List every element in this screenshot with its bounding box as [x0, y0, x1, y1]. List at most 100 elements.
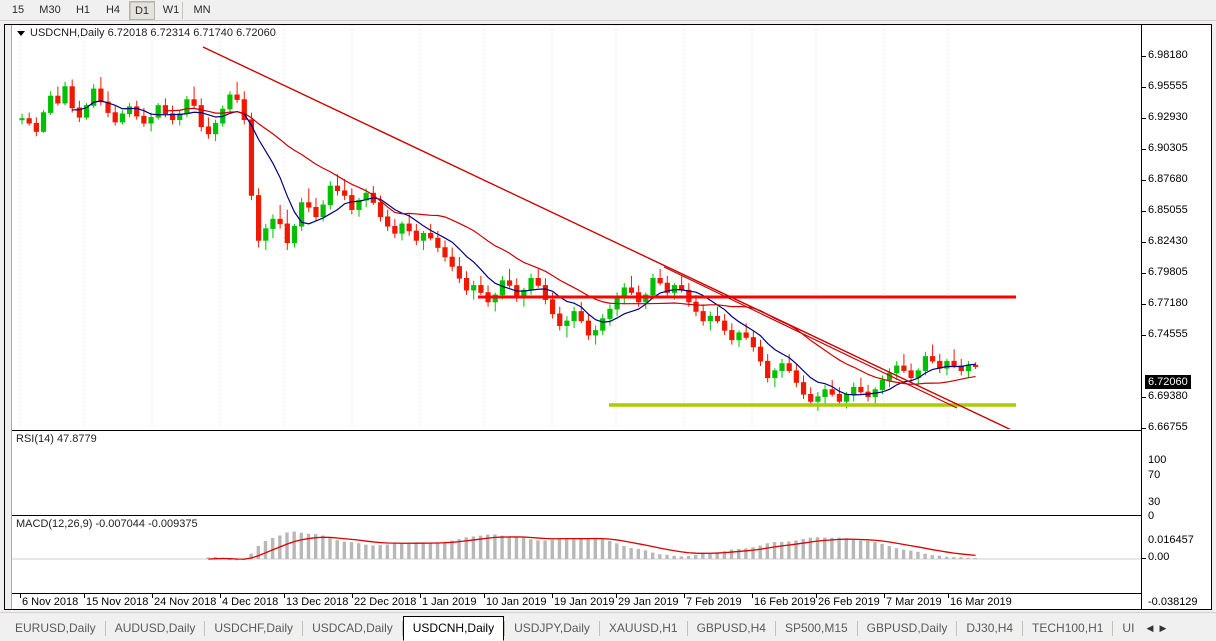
macd-histogram-bar — [213, 557, 217, 559]
macd-histogram-bar — [263, 541, 268, 559]
macd-histogram-bar — [851, 539, 856, 559]
macd-histogram-bar — [414, 542, 418, 559]
price-pane[interactable]: USDCNH,Daily 6.72018 6.72314 6.71740 6.7… — [12, 25, 1143, 429]
symbol-tab-usdcad-daily[interactable]: USDCAD,Daily — [312, 621, 393, 635]
candle-body — [435, 237, 441, 248]
symbol-tab-eurusd-daily[interactable]: EURUSD,Daily — [15, 621, 96, 635]
price-chart-svg — [19, 25, 1060, 429]
macd-histogram-bar — [349, 542, 354, 559]
tab-scroll-right-icon[interactable]: ▶ — [1159, 623, 1167, 633]
symbol-tab-ui[interactable]: UI — [1122, 621, 1135, 635]
symbol-tab-usdchf-daily[interactable]: USDCHF,Daily — [214, 621, 294, 635]
candle-body — [40, 112, 47, 132]
candle-body — [184, 99, 190, 115]
symbol-tab-dj30-h4[interactable]: DJ30,H4 — [966, 621, 1014, 635]
timeframe-button-mn[interactable]: MN — [193, 4, 211, 16]
tab-scroll-left-icon[interactable]: ◀ — [1146, 623, 1154, 633]
timeframe-button-w1[interactable]: W1 — [162, 4, 180, 16]
timeframe-button-d1[interactable]: D1 — [129, 1, 155, 20]
chart-frame: USDCNH,Daily 6.72018 6.72314 6.71740 6.7… — [4, 24, 1212, 610]
time-tick-mark — [152, 594, 153, 598]
symbol-tab-usdjpy-daily[interactable]: USDJPY,Daily — [514, 621, 590, 635]
candle-body — [793, 370, 799, 383]
macd-tick-label: -0.038129 — [1148, 596, 1198, 608]
macd-histogram-bar — [328, 538, 332, 559]
candle-body — [506, 280, 513, 286]
macd-histogram-bar — [894, 548, 899, 559]
price-scale[interactable]: 6.98180 6.95555 6.92930 6.90305 6.87680 6.850… — [1141, 25, 1211, 609]
timeframe-toolbar: 15 M30 H1 H4 D1 W1 MN — [0, 0, 1216, 21]
candle-body — [743, 332, 749, 338]
symbol-tab-gbpusd-h4[interactable]: GBPUSD,H4 — [696, 621, 766, 635]
macd-histogram-bar — [270, 537, 275, 559]
macd-histogram-bar — [837, 537, 841, 559]
macd-histogram-bar — [808, 537, 813, 559]
macd-histogram-bar — [371, 545, 375, 559]
price-tick-label: 6.82430 — [1148, 235, 1188, 247]
symbol-tab-gbpusd-daily[interactable]: GBPUSD,Daily — [866, 621, 948, 635]
time-tick-mark — [420, 594, 421, 598]
candle-body — [399, 223, 405, 234]
macd-histogram-bar — [428, 543, 433, 559]
macd-histogram-bar — [636, 548, 641, 559]
candle-body — [786, 363, 792, 371]
macd-histogram-bar — [564, 538, 569, 559]
time-tick-mark — [484, 594, 485, 598]
macd-histogram-bar — [966, 557, 970, 559]
symbol-tab-sp500-m15[interactable]: SP500,M15 — [784, 621, 848, 635]
toolbar-separator — [182, 2, 183, 19]
candle-body — [628, 287, 635, 293]
time-tick-mark — [816, 594, 817, 598]
macd-histogram-bar — [342, 541, 347, 559]
macd-histogram-bar — [823, 537, 827, 559]
tab-separator — [104, 621, 106, 636]
candle-body — [98, 88, 104, 103]
candle-body — [420, 233, 427, 241]
symbol-tab-bar: EURUSD,Daily AUDUSD,Daily USDCHF,Daily USDC… — [0, 612, 1216, 641]
symbol-tab-audusd-daily[interactable]: AUDUSD,Daily — [114, 621, 196, 635]
macd-histogram-bar — [944, 556, 949, 559]
rsi-pane[interactable]: RSI(14) 47.8779 — [12, 430, 1143, 514]
candle-body — [227, 94, 233, 110]
symbol-tab-tech100-h1[interactable]: TECH100,H1 — [1032, 621, 1104, 635]
timeframe-button-h4[interactable]: H4 — [105, 4, 121, 16]
macd-histogram-bar — [973, 558, 978, 560]
timeframe-button-h1[interactable]: H1 — [75, 4, 91, 16]
candle-body — [119, 113, 125, 123]
macd-histogram-bar — [722, 551, 727, 559]
price-tick-label: 6.90305 — [1148, 142, 1188, 154]
candle-body — [234, 94, 240, 100]
symbol-tab-xauusd-h1[interactable]: XAUUSD,H1 — [608, 621, 678, 635]
symbol-tab-usdcnh-daily[interactable]: USDCNH,Daily — [402, 616, 505, 641]
candle-body — [772, 370, 778, 379]
timeframe-button-15[interactable]: 15 — [11, 4, 25, 16]
macd-pane[interactable]: MACD(12,26,9) -0.007044 -0.009375 — [12, 515, 1143, 592]
candle-body — [463, 278, 470, 291]
timeframe-button-m30[interactable]: M30 — [39, 4, 61, 16]
candle-body — [212, 122, 219, 135]
descending-trendline[interactable] — [202, 46, 1060, 429]
macd-histogram-bar — [493, 534, 497, 559]
candle-body — [83, 105, 90, 118]
chart-dropdown-triangle-icon[interactable] — [17, 31, 25, 36]
macd-histogram-bar — [586, 538, 590, 559]
macd-histogram-bar — [901, 549, 906, 559]
time-tick-mark — [284, 594, 285, 598]
macd-histogram-bar — [256, 546, 261, 559]
macd-histogram-bar — [937, 555, 942, 559]
price-tick-label: 6.98180 — [1148, 49, 1188, 61]
macd-histogram-bar — [737, 549, 741, 559]
macd-tick-label: 0.016457 — [1148, 534, 1194, 546]
candle-body — [535, 278, 541, 286]
macd-histogram-bar — [615, 543, 619, 559]
candle-body — [76, 107, 82, 118]
macd-histogram-bar — [299, 532, 304, 559]
inner-trendline[interactable] — [663, 266, 958, 409]
candle-body — [714, 315, 721, 322]
candle-body — [922, 356, 929, 371]
macd-histogram-bar — [672, 555, 676, 559]
candle-body — [327, 185, 333, 206]
slow-moving-average-line — [165, 107, 976, 385]
macd-histogram-bar — [665, 554, 669, 559]
